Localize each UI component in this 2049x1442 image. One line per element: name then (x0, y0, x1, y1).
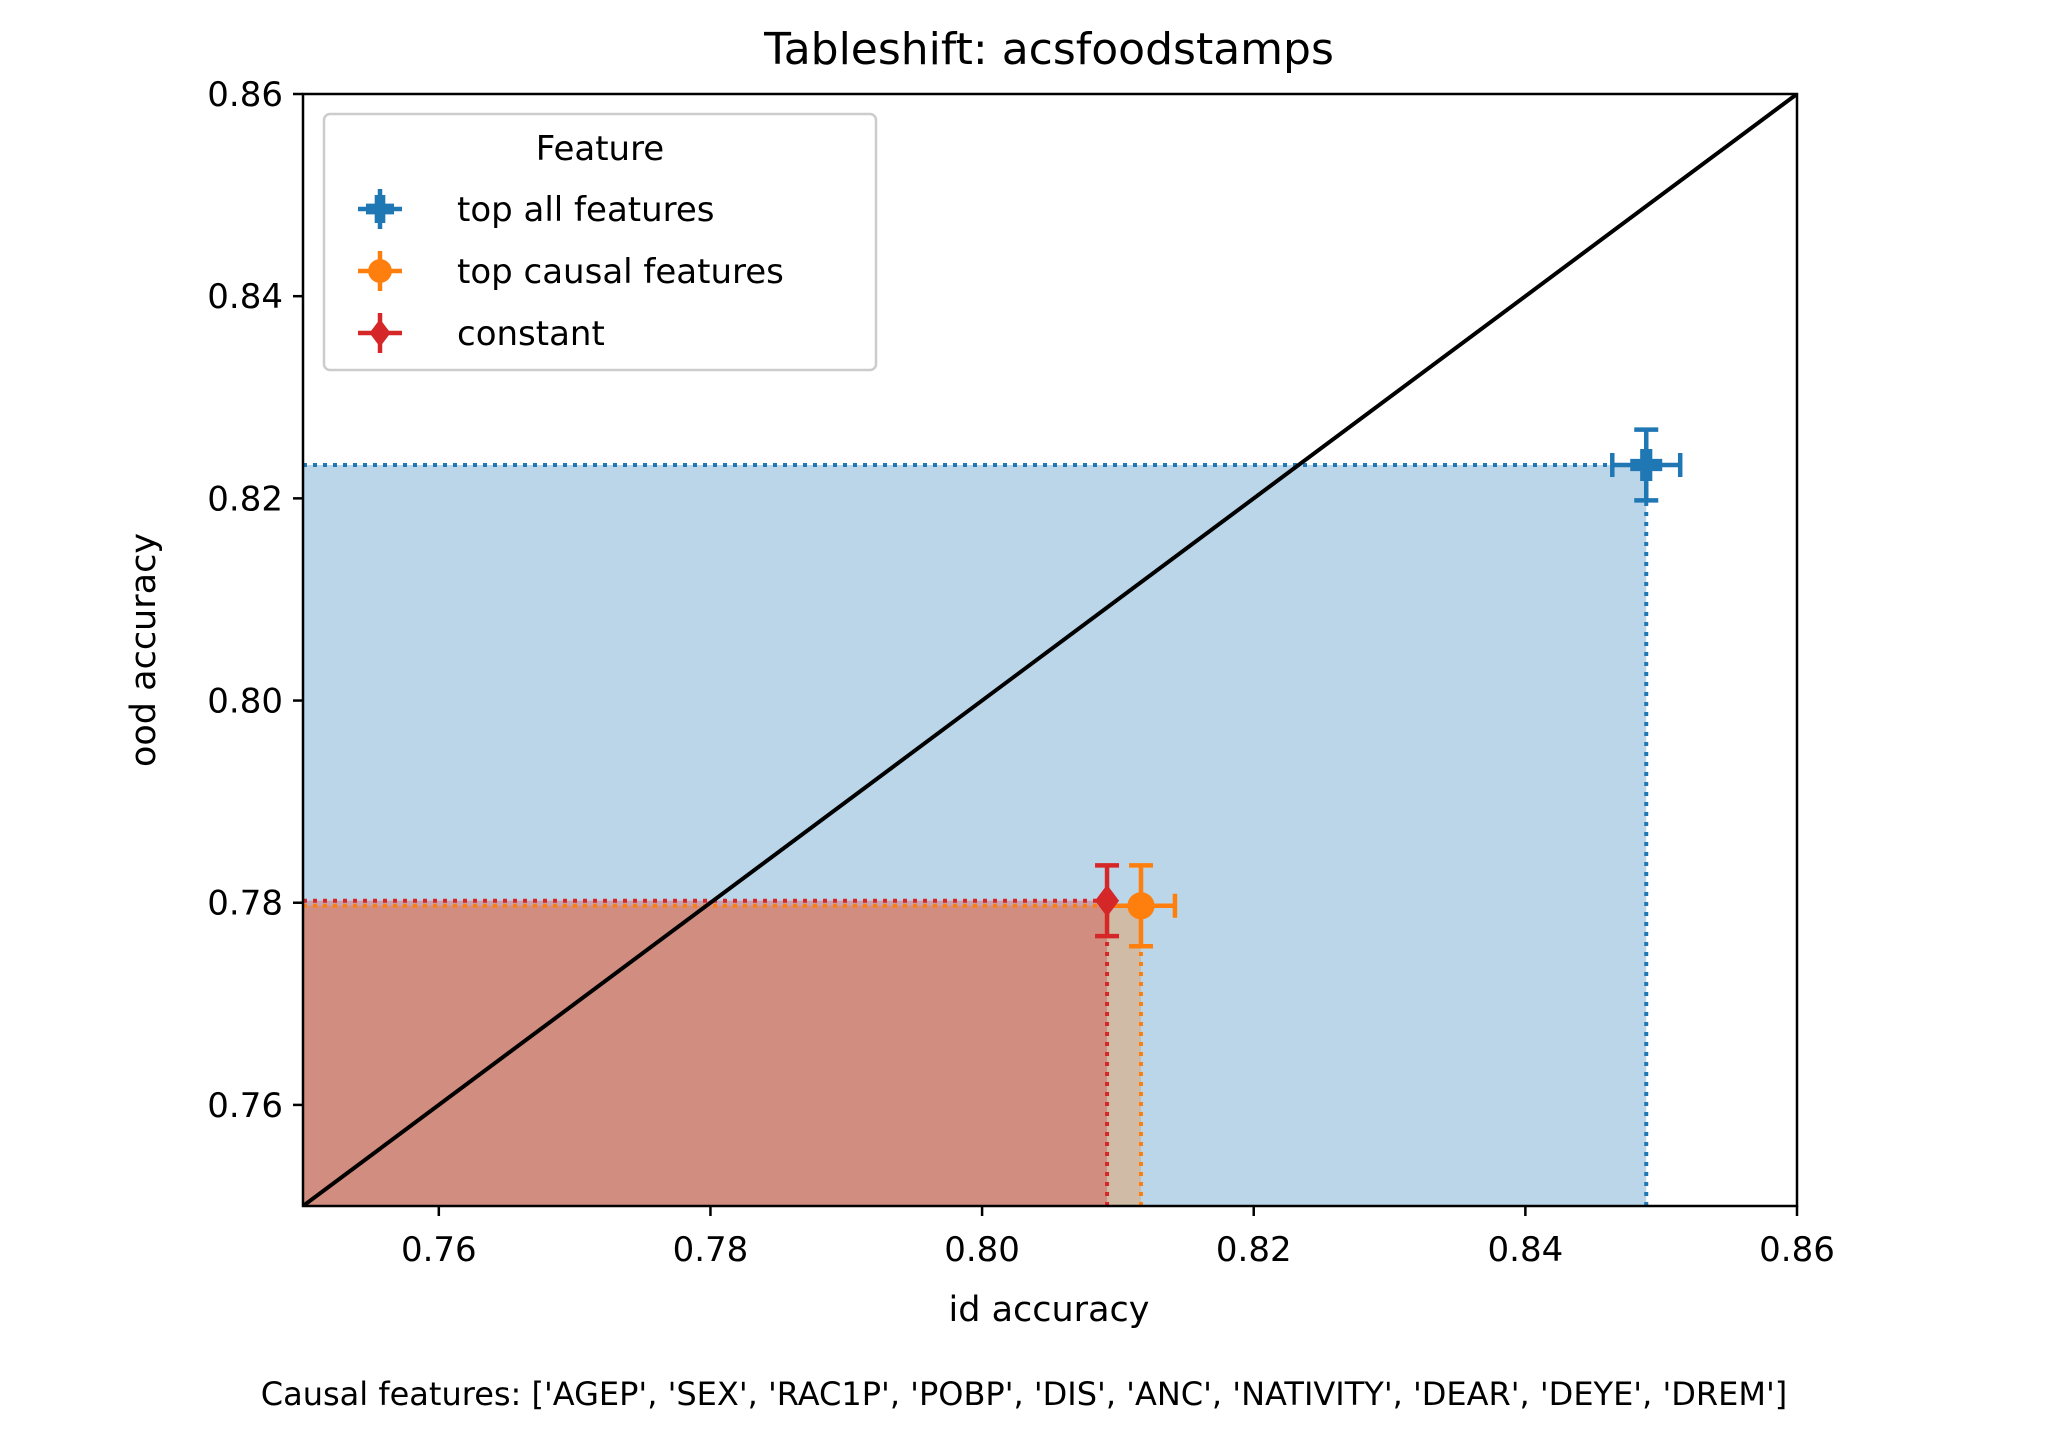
y-tick-label: 0.84 (207, 277, 283, 317)
y-tick-label: 0.76 (207, 1086, 283, 1126)
x-tick-label: 0.76 (401, 1230, 477, 1270)
legend-title: Feature (536, 129, 664, 169)
plot-content (303, 94, 1797, 1206)
legend-label-top-causal-features: top causal features (457, 252, 784, 292)
x-tick-label: 0.84 (1488, 1230, 1564, 1270)
y-axis-label: ood accuracy (124, 533, 164, 767)
y-tick-label: 0.78 (207, 884, 283, 924)
legend-marker-top-all-features (366, 195, 394, 223)
y-tick-label: 0.82 (207, 479, 283, 519)
legend-frame (322, 112, 878, 372)
y-tick-label: 0.80 (207, 682, 283, 722)
marker-top-causal-features (1127, 892, 1155, 920)
x-axis-label: id accuracy (949, 1290, 1150, 1330)
legend-label-top-all-features: top all features (457, 190, 715, 230)
marker-top-all-features (1630, 449, 1663, 482)
marker-constant (1095, 884, 1120, 917)
region-constant (303, 900, 1108, 1206)
x-tick-label: 0.82 (1216, 1230, 1292, 1270)
plot-area: 0.76 0.78 0.80 0.82 0.84 0.86 0.76 0.78 0.80 0.82… (207, 75, 1835, 1270)
y-tick-label: 0.86 (207, 75, 283, 115)
region-top-causal-features (303, 905, 1141, 1206)
x-tick-label: 0.86 (1759, 1230, 1835, 1270)
point-constant (1095, 863, 1120, 939)
x-tick-label: 0.80 (944, 1230, 1020, 1270)
legend-marker-top-causal-features (368, 259, 392, 283)
axes-frame (301, 92, 1799, 1208)
point-top-all-features (1610, 427, 1683, 503)
x-tick-label: 0.78 (673, 1230, 749, 1270)
legend-marker-constant (369, 319, 391, 347)
legend-label-constant: constant (457, 314, 605, 354)
region-top-all-features (303, 465, 1647, 1206)
legend: Feature top all features top causal featur… (322, 112, 878, 372)
caption: Causal features: ['AGEP', 'SEX', 'RAC1P'… (261, 1375, 1787, 1413)
diagonal-line (303, 94, 1797, 1206)
chart-title: Tableshift: acsfoodstamps (763, 24, 1334, 75)
